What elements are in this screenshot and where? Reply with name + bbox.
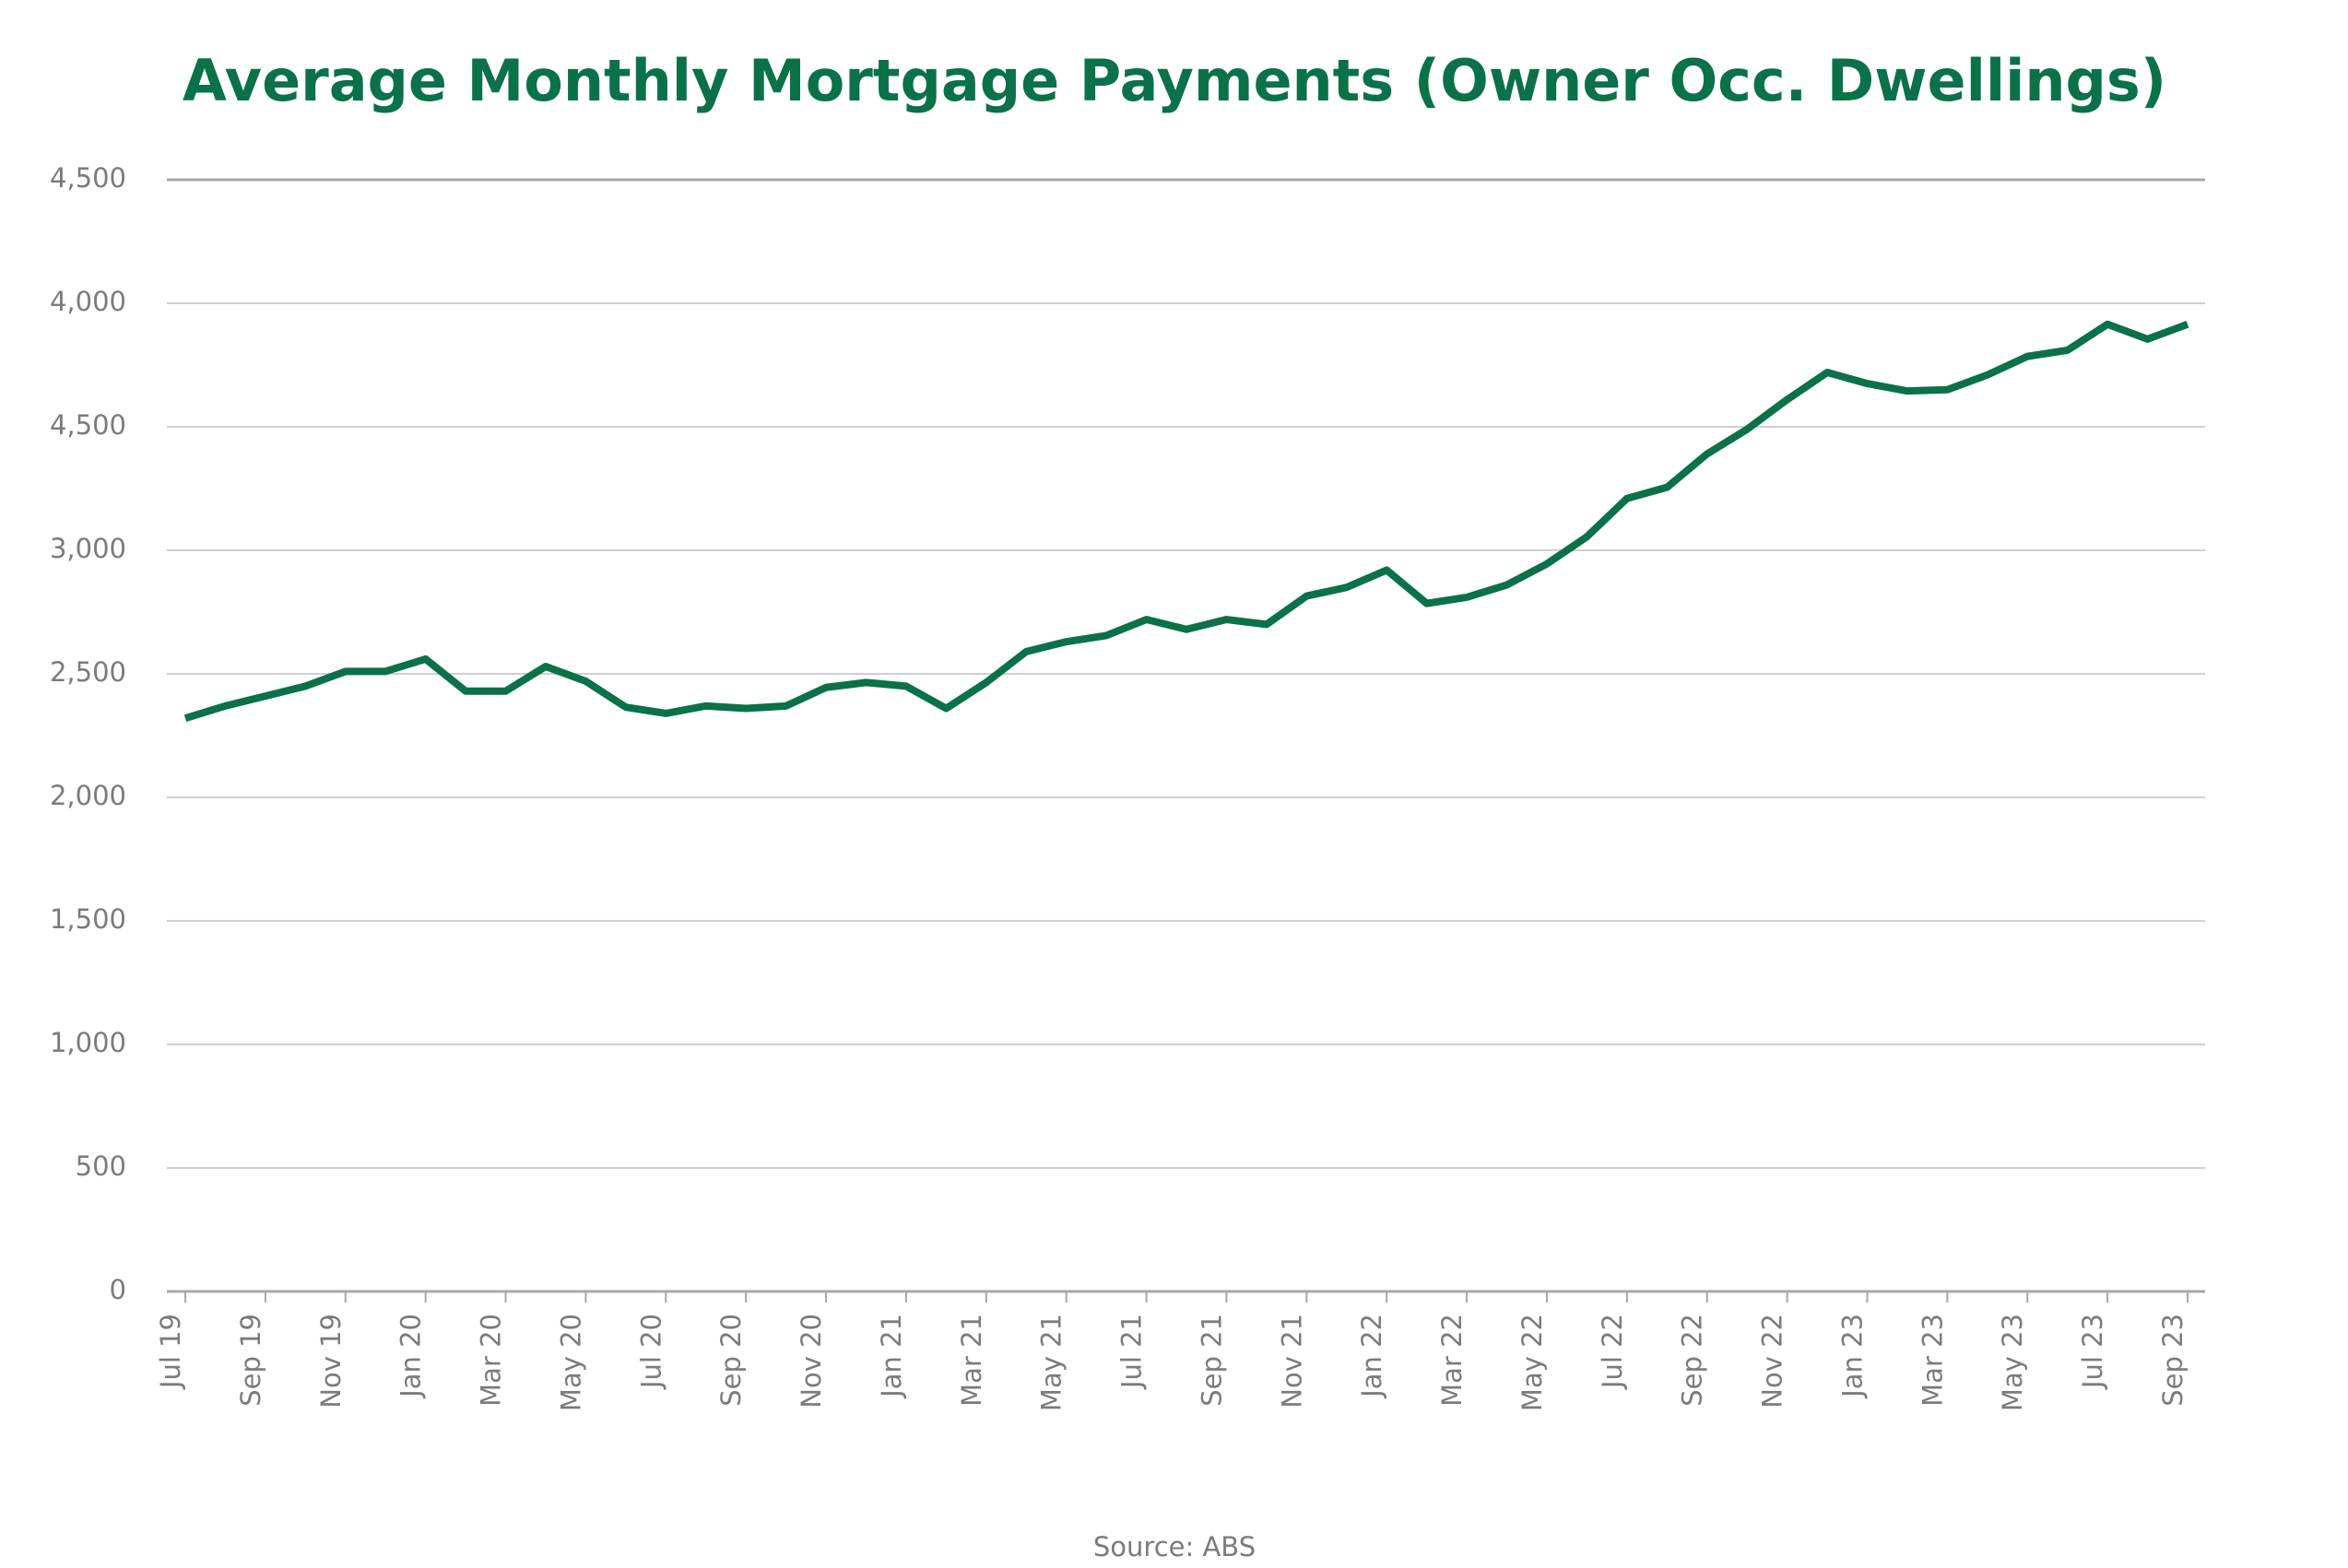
- x-tick-label: Nov 22: [1757, 1314, 1788, 1409]
- y-tick-label: 4,500: [50, 162, 126, 194]
- x-tick-label: Mar 23: [1917, 1314, 1948, 1407]
- x-tick-label: May 22: [1516, 1314, 1548, 1411]
- source-note: Source: ABS: [1093, 1531, 1256, 1562]
- y-tick-label: 4,500: [50, 409, 126, 441]
- y-tick-label: 1,000: [50, 1027, 126, 1058]
- y-tick-label: 2,500: [50, 656, 126, 688]
- line-series: [183, 320, 2189, 723]
- x-tick-label: Jul 22: [1597, 1314, 1628, 1390]
- x-tick-label: Sep 19: [235, 1314, 266, 1407]
- x-tick-label: Sep 20: [715, 1314, 747, 1407]
- x-tick-label: Sep 21: [1196, 1314, 1227, 1407]
- x-tick-label: Nov 19: [315, 1314, 347, 1409]
- x-tick-label: Nov 20: [796, 1314, 827, 1409]
- x-tick-label: Jan 21: [876, 1314, 907, 1399]
- y-tick-label: 3,000: [50, 533, 126, 564]
- x-tick-label: Jan 22: [1356, 1314, 1387, 1399]
- y-tick-label: 1,500: [50, 903, 126, 935]
- x-tick-label: Jan 20: [395, 1314, 427, 1399]
- x-tick-label: Mar 20: [476, 1314, 507, 1407]
- x-tick-label: May 21: [1036, 1314, 1068, 1411]
- x-tick-label: Nov 21: [1276, 1314, 1307, 1409]
- x-tick-label: Sep 23: [2157, 1314, 2189, 1407]
- x-tick-label: Jan 23: [1836, 1314, 1868, 1399]
- x-tick-label: Jul 21: [1116, 1314, 1148, 1390]
- y-tick-label: 2,000: [50, 780, 126, 811]
- y-tick-label: 0: [110, 1274, 126, 1305]
- chart-title: Average Monthly Mortgage Payments (Owner…: [183, 47, 2166, 114]
- y-tick-label: 500: [76, 1150, 126, 1182]
- x-tick-label: Jul 23: [2077, 1314, 2108, 1390]
- x-tick-label: May 23: [1997, 1314, 2028, 1411]
- x-tick-label: Mar 22: [1436, 1314, 1468, 1407]
- x-tick-label: Jul 20: [635, 1314, 667, 1390]
- x-tick-label: May 20: [555, 1314, 586, 1411]
- x-tick-label: Jul 19: [155, 1314, 186, 1390]
- y-tick-label: 4,000: [50, 286, 126, 317]
- x-tick-label: Sep 22: [1677, 1314, 1708, 1407]
- x-tick-label: Mar 21: [956, 1314, 987, 1407]
